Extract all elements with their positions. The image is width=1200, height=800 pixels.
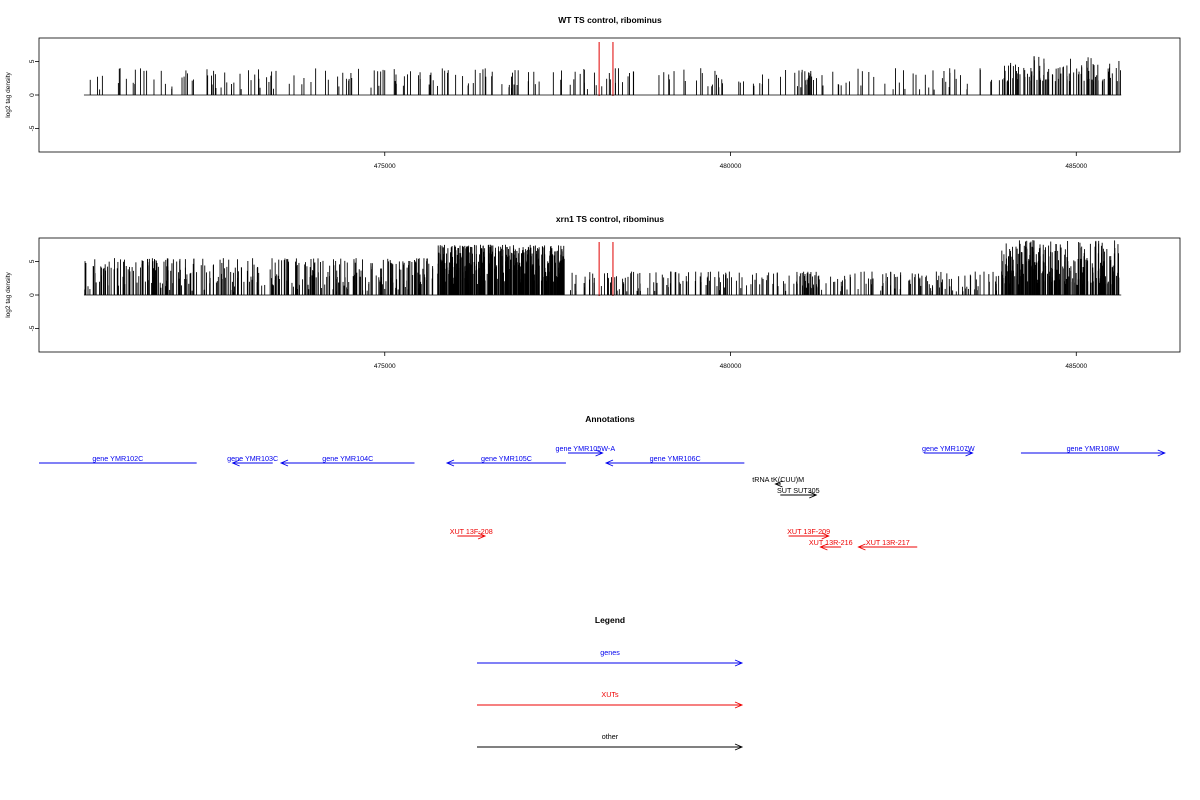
annotation-label: XUT 13R-216 [809, 538, 853, 547]
x-tick-label: 475000 [374, 163, 396, 170]
red-marker-lines-xrn1 [598, 242, 614, 296]
annotation-label: XUT 13R-217 [866, 538, 910, 547]
annotation-arrowhead [965, 449, 974, 457]
legend-label: other [602, 732, 619, 741]
bars-xrn1 [84, 240, 1120, 295]
annotation-arrowhead [819, 543, 828, 551]
y-axis-label-wt: log2 tag density [5, 71, 12, 117]
annotation-arrowhead [809, 491, 818, 499]
legend-items: genes XUTs other [477, 648, 744, 751]
annotation-tracks: gene YMR102C gene YMR103C gene YMR104C gene… [39, 444, 1166, 551]
annotations-title: Annotations [585, 414, 635, 424]
y-axis-label-xrn1: log2 tag density [5, 271, 12, 317]
annotation-label: gene YMR102C [92, 454, 143, 463]
legend-arrowhead [734, 743, 744, 751]
annotation-arrowhead [774, 480, 783, 488]
annotation-arrowhead [595, 449, 604, 457]
y-tick-label: 5 [29, 59, 36, 63]
annotation-label: gene YMR105W-A [555, 444, 615, 453]
annotation-arrowhead [604, 459, 614, 467]
x-tick-label: 485000 [1065, 163, 1087, 170]
annotations-section: Annotations gene YMR102C gene YMR103C gene… [39, 414, 1166, 551]
x-axis-xrn1: 475000 480000 485000 [374, 352, 1087, 370]
red-marker-lines-wt [598, 42, 614, 96]
legend-label: genes [600, 648, 620, 657]
annotation-label: XUT 13F-209 [787, 527, 830, 536]
annotation-arrowhead [1157, 449, 1166, 457]
panel-title-wt: WT TS control, ribominus [558, 15, 662, 25]
bars-wt [89, 56, 1121, 95]
legend-label: XUTs [601, 690, 619, 699]
panel-xrn1: xrn1 TS control, ribominus -5 0 5 475000 48… [5, 214, 1181, 370]
annotation-label: SUT SUT305 [777, 486, 820, 495]
legend-arrowhead [734, 701, 744, 709]
annotation-label: tRNA tK(CUU)M [752, 475, 804, 484]
legend-section: Legend genes XUTs other [477, 615, 744, 751]
x-axis-wt: 475000 480000 485000 [374, 152, 1087, 170]
annotation-label: gene YMR105C [481, 454, 532, 463]
annotation-label: gene YMR108W [1067, 444, 1120, 453]
y-axis-xrn1: -5 0 5 [29, 259, 39, 331]
annotation-label: XUT 13F-208 [450, 527, 493, 536]
x-tick-label: 480000 [720, 163, 742, 170]
legend-title: Legend [595, 615, 625, 625]
legend-arrowhead [734, 659, 744, 667]
panel-wt: WT TS control, ribominus -5 0 5 475000 4800… [5, 15, 1181, 170]
x-tick-label: 480000 [720, 363, 742, 370]
y-tick-label: 5 [29, 259, 36, 263]
annotation-label: gene YMR107W [922, 444, 975, 453]
y-axis-wt: -5 0 5 [29, 59, 39, 131]
annotation-arrowhead [279, 459, 289, 467]
annotation-arrowhead [857, 543, 866, 551]
y-tick-label: -5 [29, 125, 36, 131]
annotation-label: gene YMR104C [322, 454, 373, 463]
panel-title-xrn1: xrn1 TS control, ribominus [556, 214, 664, 224]
x-tick-label: 485000 [1065, 363, 1087, 370]
annotation-label: gene YMR103C [227, 454, 278, 463]
x-tick-label: 475000 [374, 363, 396, 370]
annotation-arrowhead [445, 459, 455, 467]
annotation-label: gene YMR106C [650, 454, 701, 463]
y-tick-label: -5 [29, 325, 36, 331]
annotation-arrowhead [477, 532, 487, 540]
y-tick-label: 0 [29, 93, 36, 97]
y-tick-label: 0 [29, 293, 36, 297]
annotation-arrowhead [821, 532, 830, 540]
annotation-arrowhead [231, 459, 240, 467]
